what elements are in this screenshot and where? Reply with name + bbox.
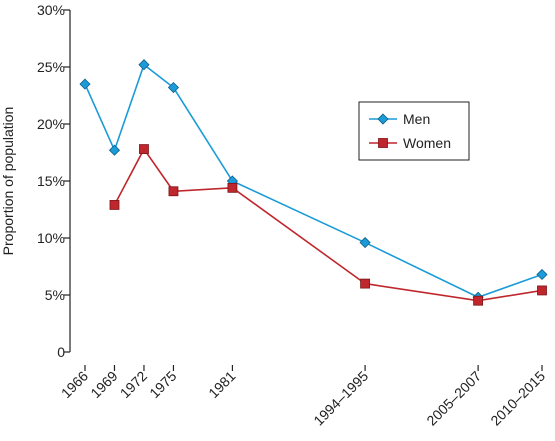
x-tick-label: 1966	[58, 368, 91, 401]
data-point-women	[139, 144, 149, 154]
series-layer	[79, 59, 548, 306]
data-point-women	[473, 295, 484, 306]
x-tick-label: 1975	[146, 368, 179, 401]
data-point-men	[359, 236, 371, 249]
legend: Men Women	[358, 101, 470, 161]
legend-label-women: Women	[403, 135, 451, 151]
series-women	[109, 144, 547, 306]
data-point-men	[167, 81, 180, 94]
data-point-men	[138, 59, 150, 71]
x-tick-label: 1969	[87, 368, 120, 401]
y-tick-label: 10%	[37, 230, 65, 246]
x-tick-label: 1994–1995	[310, 368, 371, 429]
y-tick-label: 20%	[37, 116, 65, 132]
y-tick-label: 25%	[37, 59, 65, 75]
data-point-women	[537, 285, 547, 296]
data-point-women	[109, 200, 120, 210]
data-point-men	[536, 268, 548, 281]
y-axis-title: Proportion of population	[0, 107, 16, 256]
data-point-women	[168, 186, 179, 197]
legend-box	[358, 101, 470, 161]
legend-marker-women	[378, 138, 388, 148]
legend-marker-men	[377, 113, 389, 125]
x-tick-label: 2010–2015	[487, 368, 548, 429]
series-line-men	[84, 63, 543, 299]
y-tick-label: 0	[57, 344, 65, 360]
y-tick-label: 30%	[37, 2, 65, 18]
data-point-women	[360, 278, 370, 289]
series-men	[79, 59, 548, 303]
x-tick-label: 2005–2007	[423, 368, 484, 429]
data-point-men	[79, 78, 91, 90]
y-tick-label: 5%	[45, 287, 65, 303]
data-point-men	[108, 144, 121, 156]
data-point-women	[227, 182, 238, 193]
legend-label-men: Men	[403, 111, 430, 127]
x-tick-label: 1972	[117, 368, 150, 401]
x-tick-label: 1981	[205, 368, 238, 401]
y-axis-ticks: 0 5% 10% 15% 20% 25% 30%	[37, 2, 70, 360]
legend-items: Men Women	[369, 111, 451, 151]
y-tick-label: 15%	[37, 173, 65, 189]
